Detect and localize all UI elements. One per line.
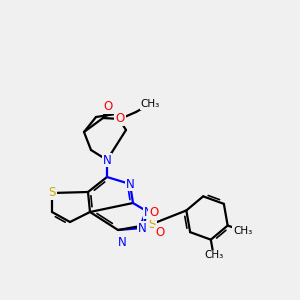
Text: N: N	[138, 221, 146, 235]
Text: CH₃: CH₃	[233, 226, 252, 236]
Text: CH₃: CH₃	[140, 99, 160, 109]
Text: O: O	[116, 112, 124, 125]
Text: N: N	[144, 206, 152, 218]
Text: O: O	[155, 226, 165, 238]
Text: CH₃: CH₃	[204, 250, 223, 260]
Text: O: O	[149, 206, 159, 220]
Text: N: N	[103, 154, 111, 166]
Text: O: O	[103, 100, 112, 113]
Text: S: S	[148, 218, 156, 230]
Text: S: S	[48, 187, 56, 200]
Text: N: N	[126, 178, 134, 190]
Text: N: N	[118, 236, 126, 248]
